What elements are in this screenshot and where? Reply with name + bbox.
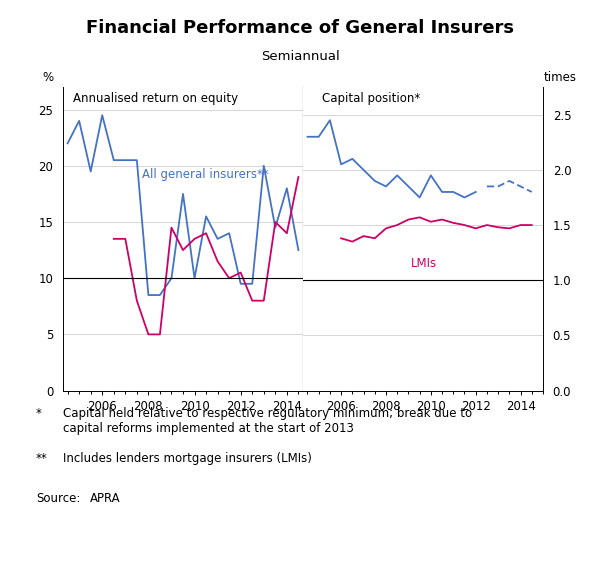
Text: Annualised return on equity: Annualised return on equity [73, 92, 238, 105]
Text: Semiannual: Semiannual [260, 50, 340, 63]
Text: Includes lenders mortgage insurers (LMIs): Includes lenders mortgage insurers (LMIs… [63, 452, 312, 465]
Text: APRA: APRA [90, 492, 121, 505]
Text: All general insurers**: All general insurers** [142, 167, 269, 180]
Text: %: % [43, 71, 53, 84]
Text: LMIs: LMIs [411, 257, 437, 270]
Text: *: * [36, 407, 42, 420]
Text: **: ** [36, 452, 48, 465]
Text: Capital position*: Capital position* [322, 92, 421, 105]
Text: times: times [544, 71, 577, 84]
Text: Capital held relative to respective regulatory minimum; break due to
capital ref: Capital held relative to respective regu… [63, 407, 472, 436]
Text: Financial Performance of General Insurers: Financial Performance of General Insurer… [86, 19, 514, 37]
Text: Source:: Source: [36, 492, 80, 505]
